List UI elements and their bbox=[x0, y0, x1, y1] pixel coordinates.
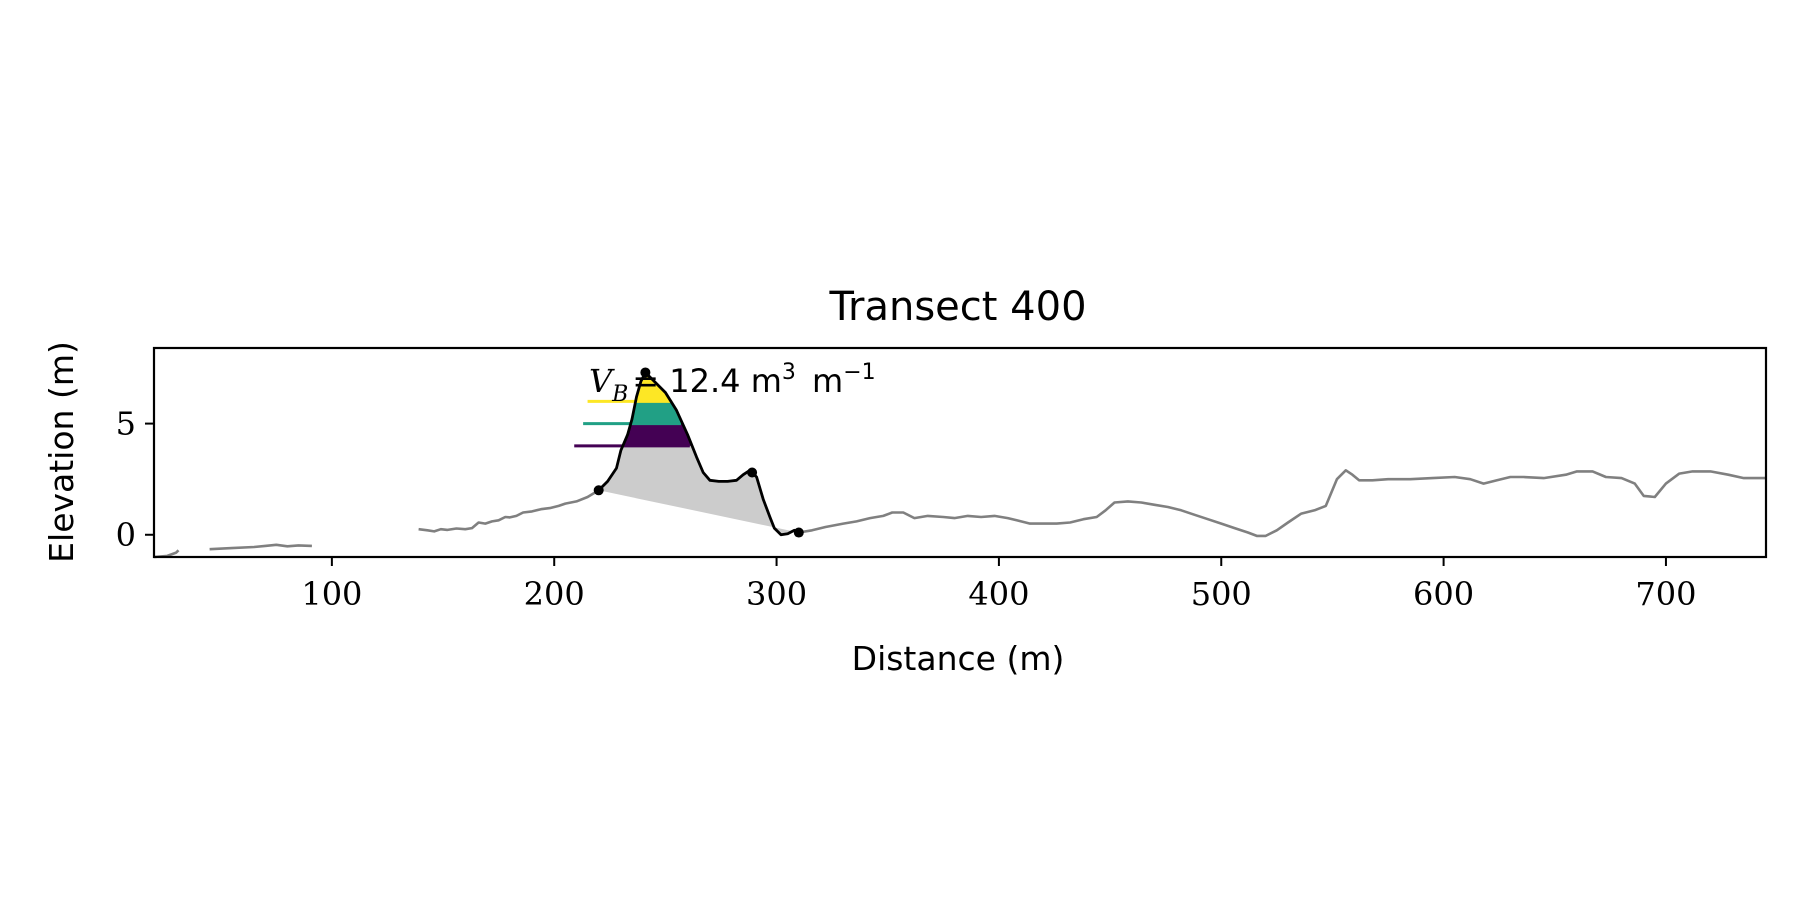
axis-ticks: 100 200 300 400 500 600 700 0 5 bbox=[116, 405, 1697, 613]
x-tick-label: 300 bbox=[746, 575, 807, 613]
profile-line bbox=[798, 469, 1766, 538]
x-tick-label: 400 bbox=[968, 575, 1029, 613]
x-tick-label: 500 bbox=[1191, 575, 1252, 613]
y-tick-label: 0 bbox=[116, 516, 136, 554]
y-axis-label: Elevation (m) bbox=[42, 341, 81, 563]
dune-marker bbox=[593, 485, 604, 496]
y-tick-label: 5 bbox=[116, 405, 136, 443]
dune-marker bbox=[793, 527, 804, 538]
dune-marker bbox=[747, 467, 758, 478]
chart-title: Transect 400 bbox=[828, 284, 1086, 330]
annotation-subscript: B bbox=[611, 382, 628, 407]
annotation-sup1: 3 bbox=[782, 360, 796, 385]
annotation-unit2: m bbox=[812, 362, 843, 400]
profile-line bbox=[209, 543, 312, 551]
annotation-text: = 12.4 m bbox=[632, 362, 782, 400]
x-tick-label: 100 bbox=[301, 575, 362, 613]
profile-line bbox=[418, 489, 600, 533]
volume-annotation: VB = 12.4 m3 m−1 bbox=[589, 360, 876, 407]
dune-marker bbox=[640, 367, 651, 378]
x-tick-label: 200 bbox=[524, 575, 585, 613]
plot-area bbox=[153, 367, 1766, 559]
plot-frame bbox=[152, 346, 1768, 559]
annotation-symbol: V bbox=[589, 362, 615, 400]
x-tick-label: 700 bbox=[1635, 575, 1696, 613]
x-tick-label: 600 bbox=[1413, 575, 1474, 613]
dune-line bbox=[597, 371, 800, 537]
annotation-sup2: −1 bbox=[843, 360, 875, 385]
x-axis-label: Distance (m) bbox=[852, 639, 1065, 678]
